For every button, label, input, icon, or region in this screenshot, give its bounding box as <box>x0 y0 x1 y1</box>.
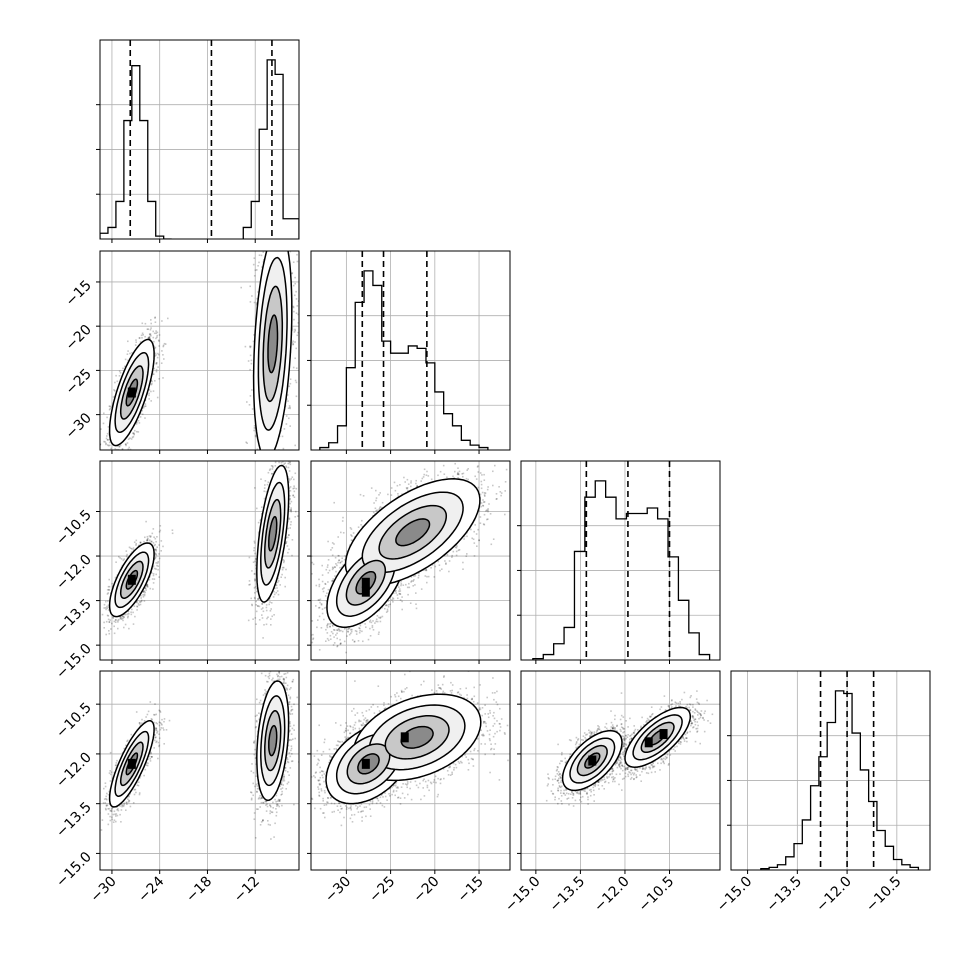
density-peak <box>588 755 597 766</box>
panel-frame <box>520 670 721 871</box>
density-peak <box>127 387 136 398</box>
scatter-panel-2-1 <box>307 460 511 664</box>
density-peak <box>127 758 136 769</box>
contour-level-3-mode-1 <box>267 314 279 374</box>
x-tick-label: −30 <box>88 874 120 906</box>
x-tick-label: −30 <box>322 874 354 906</box>
x-tick-label: −15.0 <box>714 874 756 916</box>
panel-frame <box>310 250 511 451</box>
contour-level-3-mode-1 <box>395 518 431 547</box>
x-tick-label: −24 <box>135 873 167 905</box>
hist-panel-1 <box>307 250 511 454</box>
scatter-panel-3-2 <box>517 670 721 874</box>
panel-frame <box>730 670 931 871</box>
y-tick-label: −25 <box>63 366 95 398</box>
contour-level-3-mode-1 <box>268 724 278 757</box>
density-peak <box>361 758 370 769</box>
scatter-panel-1-0 <box>96 250 300 454</box>
panel-content <box>100 671 299 840</box>
panel-frame <box>520 460 721 661</box>
histogram-step-1 <box>319 270 489 450</box>
hist-panel-2 <box>517 460 721 664</box>
x-tick-label: −15 <box>455 874 487 906</box>
panel-content <box>545 690 714 807</box>
y-tick-label: −13.5 <box>53 596 95 638</box>
y-tick-label: −12.0 <box>53 749 95 791</box>
density-peak <box>659 729 668 740</box>
x-tick-label: −25 <box>366 874 398 906</box>
x-tick-label: −10.5 <box>636 874 678 916</box>
y-tick-label: −10.5 <box>53 507 95 549</box>
x-tick-label: −20 <box>410 874 442 906</box>
scatter-panel-3-0 <box>96 670 300 874</box>
y-tick-label: −30 <box>63 410 95 442</box>
hist-panel-3 <box>727 670 931 874</box>
density-peak <box>644 737 653 748</box>
density-peak <box>400 732 409 743</box>
histogram-step-2 <box>532 480 711 660</box>
panel-frame <box>310 460 511 661</box>
x-tick-label: −12.0 <box>591 874 633 916</box>
y-tick-label: −15 <box>63 277 95 309</box>
panel-frame <box>310 670 511 871</box>
y-tick-label: −20 <box>63 322 95 354</box>
scatter-panel-3-1 <box>307 670 511 874</box>
density-peak <box>361 577 370 588</box>
x-tick-label: −13.5 <box>547 874 589 916</box>
panel-content <box>311 462 508 654</box>
y-tick-label: −15.0 <box>53 641 95 683</box>
panel-content <box>100 461 299 639</box>
x-tick-label: −10.5 <box>863 874 905 916</box>
panel-content <box>100 251 299 450</box>
y-tick-label: −10.5 <box>53 700 95 742</box>
contour-level-3-mode-1 <box>268 515 278 552</box>
panel-frame <box>99 39 300 240</box>
x-tick-label: −12 <box>231 874 263 906</box>
density-peak <box>127 574 136 585</box>
panel-frame <box>99 250 300 451</box>
x-tick-label: −13.5 <box>764 874 806 916</box>
panel-frame <box>99 460 300 661</box>
y-tick-label: −12.0 <box>53 552 95 594</box>
hist-panel-0 <box>96 39 300 243</box>
scatter-panel-2-0 <box>96 460 300 664</box>
x-tick-label: −18 <box>183 874 215 906</box>
y-tick-label: −13.5 <box>53 799 95 841</box>
x-tick-label: −15.0 <box>502 874 544 916</box>
panel-frame <box>99 670 300 871</box>
density-peak <box>361 586 370 597</box>
x-tick-label: −12.0 <box>813 874 855 916</box>
histogram-step-3 <box>760 690 920 870</box>
panel-content <box>311 671 509 827</box>
histogram-step-0 <box>100 59 299 239</box>
y-tick-label: −15.0 <box>53 849 95 891</box>
